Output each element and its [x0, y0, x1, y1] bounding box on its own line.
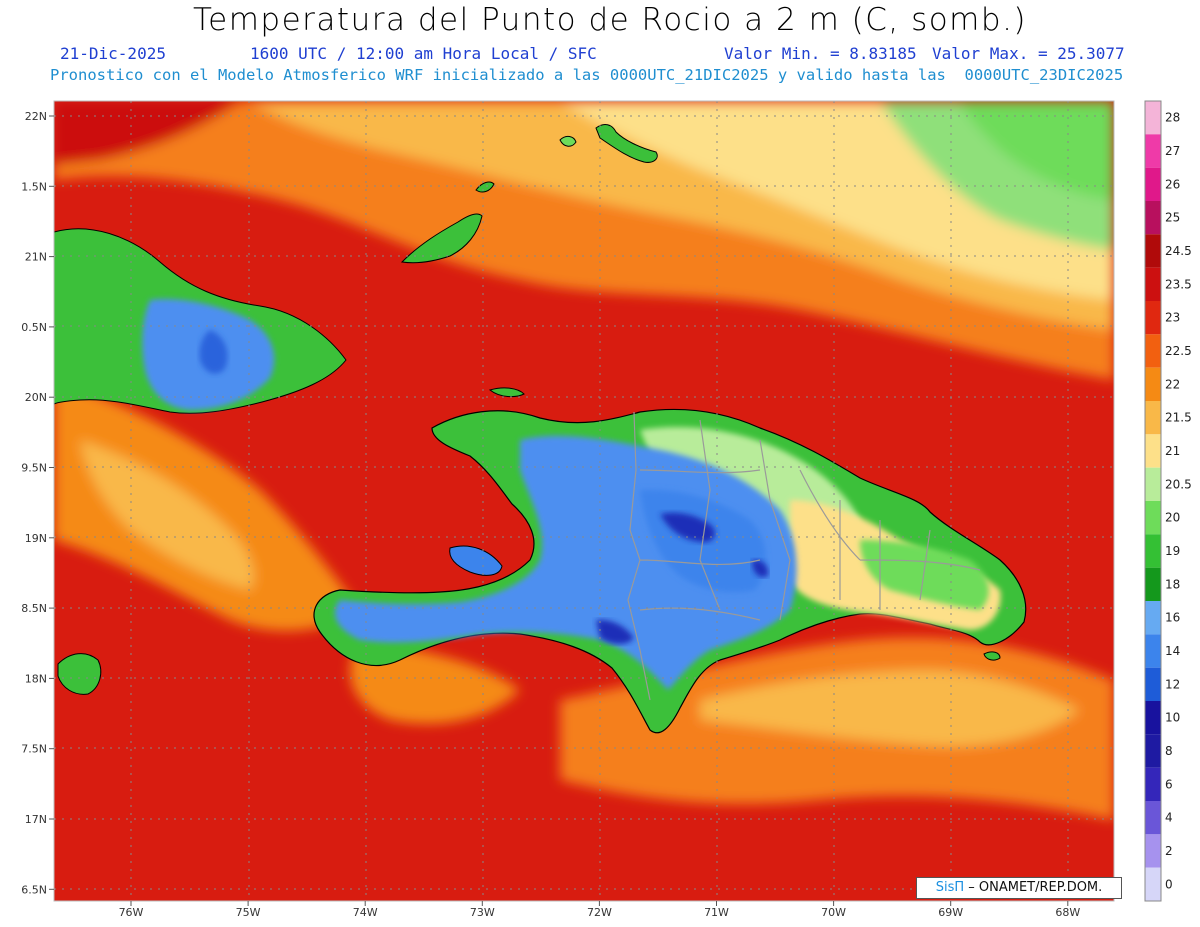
- colorbar-swatch: [1145, 834, 1161, 868]
- colorbar-label: 8: [1165, 744, 1173, 758]
- dewpoint-field: [54, 101, 1114, 901]
- lon-tick-label: 69W: [938, 906, 963, 919]
- colorbar-label: 22.5: [1165, 344, 1192, 358]
- model-info: Pronostico con el Modelo Atmosferico WRF…: [50, 66, 1124, 84]
- colorbar-label: 24.5: [1165, 244, 1192, 258]
- lat-tick-label: 8.5N: [21, 602, 47, 615]
- lon-tick-label: 70W: [821, 906, 846, 919]
- map-frame: [53, 100, 1115, 902]
- caicos-islands: [595, 124, 658, 163]
- colorbar-label: 21: [1165, 444, 1180, 458]
- colorbar: 2827262524.523.52322.52221.52120.5201918…: [1144, 100, 1192, 902]
- grid-lines: [54, 101, 1114, 901]
- credit-text: – ONAMET/REP.DOM.: [968, 880, 1103, 895]
- inagua-island: [400, 213, 483, 264]
- min-value: Valor Min. = 8.83185: [724, 44, 917, 63]
- colorbar-swatch: [1145, 801, 1161, 835]
- jamaica-land: [57, 653, 102, 695]
- colorbar-swatch: [1145, 101, 1161, 135]
- colorbar-swatch: [1145, 701, 1161, 735]
- colorbar-swatch: [1145, 234, 1161, 268]
- colorbar-label: 22: [1165, 377, 1180, 391]
- colorbar-swatch: [1145, 267, 1161, 301]
- islet: [559, 135, 577, 147]
- colorbar-label: 18: [1165, 577, 1180, 591]
- hispaniola-land: [313, 387, 1027, 734]
- lat-tick-label: 7.5N: [21, 743, 47, 756]
- colorbar-swatch: [1145, 534, 1161, 568]
- colorbar-swatch: [1145, 867, 1161, 901]
- colorbar-label: 16: [1165, 611, 1180, 625]
- lat-tick-label: 17N: [25, 813, 47, 826]
- colorbar-label: 26: [1165, 177, 1180, 191]
- credit-box: SisΠ – ONAMET/REP.DOM.: [916, 877, 1122, 899]
- lat-tick-label: 20N: [25, 391, 47, 404]
- islet: [475, 181, 495, 193]
- colorbar-frame: [1144, 100, 1162, 902]
- colorbar-label: 12: [1165, 677, 1180, 691]
- cuba-land: [54, 228, 347, 414]
- colorbar-label: 10: [1165, 711, 1180, 725]
- lat-tick-label: 0.5N: [21, 321, 47, 334]
- colorbar-label: 19: [1165, 544, 1180, 558]
- colorbar-swatch: [1145, 401, 1161, 435]
- colorbar-swatch: [1145, 167, 1161, 201]
- colorbar-swatch: [1145, 567, 1161, 601]
- colorbar-swatch: [1145, 634, 1161, 668]
- colorbar-label: 21.5: [1165, 411, 1192, 425]
- colorbar-label: 4: [1165, 811, 1173, 825]
- max-value: Valor Max. = 25.3077: [932, 44, 1125, 63]
- lon-tick-label: 76W: [119, 906, 144, 919]
- colorbar-label: 2: [1165, 844, 1173, 858]
- longitude-axis: 76W 75W 74W 73W 72W 71W 70W 69W 68W: [119, 901, 1080, 919]
- lon-tick-label: 72W: [587, 906, 612, 919]
- colorbar-label: 20: [1165, 511, 1180, 525]
- lon-tick-label: 73W: [470, 906, 495, 919]
- colorbar-swatch: [1145, 434, 1161, 468]
- colorbar-swatch: [1145, 467, 1161, 501]
- colorbar-swatch: [1145, 334, 1161, 368]
- colorbar-swatch: [1145, 734, 1161, 768]
- colorbar-swatch: [1145, 601, 1161, 635]
- lat-tick-label: 6.5N: [21, 883, 47, 896]
- colorbar-label: 25: [1165, 211, 1180, 225]
- colorbar-swatch: [1145, 201, 1161, 235]
- colorbar-label: 0: [1165, 877, 1173, 891]
- lat-tick-label: 19N: [25, 532, 47, 545]
- colorbar-label: 20.5: [1165, 477, 1192, 491]
- colorbar-label: 6: [1165, 777, 1173, 791]
- colorbar-swatch: [1145, 367, 1161, 401]
- colorbar-label: 14: [1165, 644, 1180, 658]
- colorbar-label: 23.5: [1165, 277, 1192, 291]
- latitude-axis: 22N 1.5N 21N 0.5N 20N 9.5N 19N 8.5N 18N 7.5N 17N 6.…: [21, 110, 54, 896]
- lon-tick-label: 71W: [704, 906, 729, 919]
- colorbar-label: 23: [1165, 311, 1180, 325]
- map-title: Temperatura del Punto de Rocio a 2 m (C,…: [192, 2, 1028, 38]
- lon-tick-label: 68W: [1055, 906, 1080, 919]
- lat-tick-label: 18N: [25, 672, 47, 685]
- colorbar-swatch: [1145, 501, 1161, 535]
- colorbar-swatch: [1145, 667, 1161, 701]
- lon-tick-label: 75W: [236, 906, 261, 919]
- lat-tick-label: 22N: [25, 110, 47, 123]
- forecast-time: 1600 UTC / 12:00 am Hora Local / SFC: [250, 44, 597, 63]
- colorbar-swatch: [1145, 301, 1161, 335]
- lon-tick-label: 74W: [353, 906, 378, 919]
- colorbar-swatch: [1145, 134, 1161, 168]
- colorbar-swatch: [1145, 767, 1161, 801]
- colorbar-label: 28: [1165, 111, 1180, 125]
- lat-tick-label: 21N: [25, 251, 47, 264]
- forecast-date: 21-Dic-2025: [60, 44, 166, 63]
- lat-tick-label: 1.5N: [21, 180, 47, 193]
- credit-brand: SisΠ: [935, 880, 965, 895]
- colorbar-label: 27: [1165, 144, 1180, 158]
- lat-tick-label: 9.5N: [21, 462, 47, 475]
